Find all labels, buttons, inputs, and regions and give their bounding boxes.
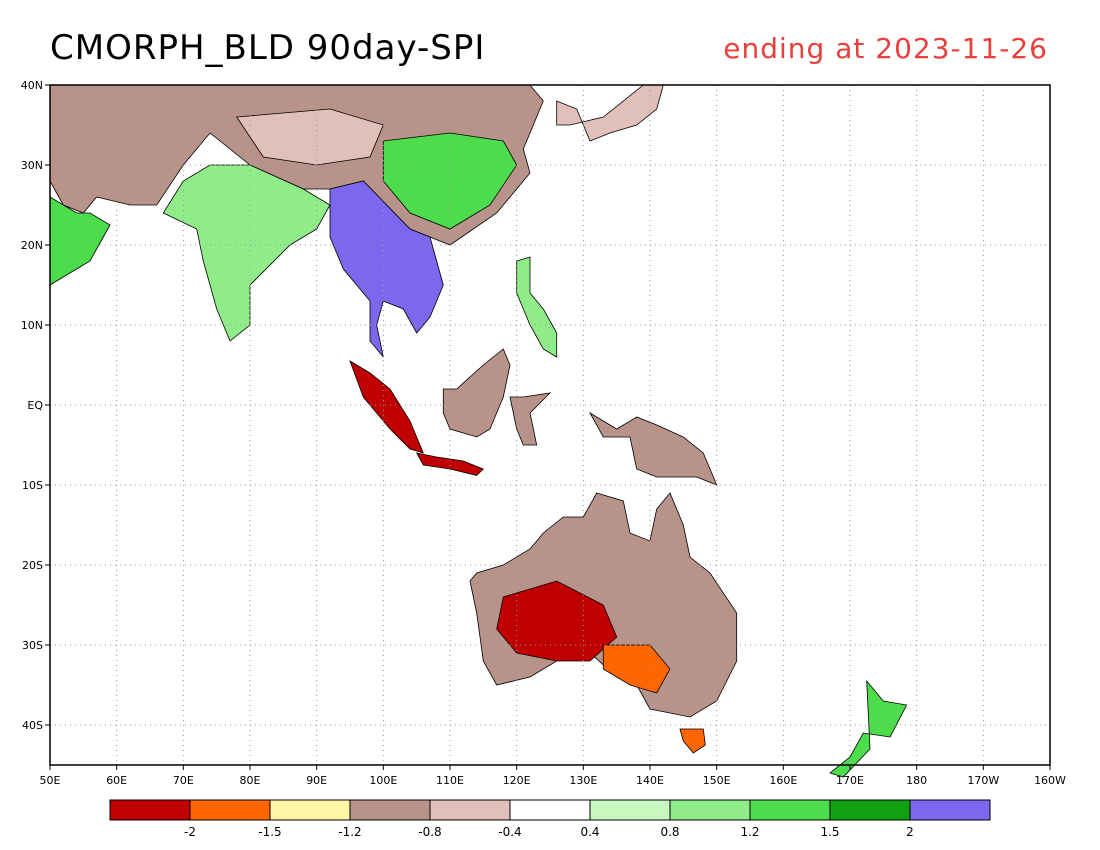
colorbar-bin <box>909 799 991 821</box>
lon-tick-label: 100E <box>369 774 397 787</box>
lon-tick-label: 170E <box>836 774 864 787</box>
lon-tick-label: 180 <box>906 774 927 787</box>
colorbar-label: -0.8 <box>418 825 441 839</box>
region-java <box>415 452 485 476</box>
colorbar-bin <box>189 799 271 821</box>
colorbar-label: 0.4 <box>580 825 599 839</box>
colorbar-label: -0.4 <box>498 825 521 839</box>
lon-tick-label: 130E <box>569 774 597 787</box>
colorbar-label: 0.8 <box>660 825 679 839</box>
colorbar-bin <box>109 799 191 821</box>
colorbar-bin <box>669 799 751 821</box>
lon-tick-label: 120E <box>503 774 531 787</box>
region-tibet-dry <box>235 108 384 166</box>
region-new-guinea <box>588 411 718 486</box>
colorbar-label: 2 <box>906 825 914 839</box>
colorbar: -2 -1.5 -1.2 -0.8 -0.4 0.4 0.8 1.2 1.5 2 <box>109 799 991 839</box>
region-sumatra <box>349 360 424 454</box>
region-borneo <box>442 348 511 438</box>
lat-tick-label: 40S <box>22 719 43 732</box>
lon-tick-label: 160E <box>769 774 797 787</box>
lon-tick-label: 110E <box>436 774 464 787</box>
lon-tick-label: 50E <box>40 774 61 787</box>
map-title: CMORPH_BLD 90day-SPI <box>50 28 486 68</box>
region-indochina <box>329 180 444 358</box>
axis-ticks: 50E 60E 70E 80E 90E 100E 110E 120E 130E 140E 150E 1… <box>21 79 1066 787</box>
region-australia-dry-core <box>496 580 618 662</box>
lon-tick-label: 60E <box>106 774 127 787</box>
colorbar-bin <box>829 799 911 821</box>
map-subtitle-date: ending at 2023-11-26 <box>723 32 1048 65</box>
lat-tick-label: 10N <box>21 319 43 332</box>
colorbar-bin <box>269 799 351 821</box>
region-new-zealand <box>829 679 908 778</box>
region-sulawesi <box>509 392 552 446</box>
lat-tick-label: 30N <box>21 159 43 172</box>
lon-tick-label: 80E <box>240 774 261 787</box>
region-japan-korea <box>556 84 664 142</box>
colorbar-label: 1.2 <box>740 825 759 839</box>
colorbar-bin <box>429 799 511 821</box>
land-regions <box>49 84 908 778</box>
graticule <box>50 85 1050 765</box>
colorbar-bin <box>349 799 431 821</box>
colorbar-label: 1.5 <box>820 825 839 839</box>
lat-tick-label: 10S <box>22 479 43 492</box>
colorbar-label: -2 <box>184 825 196 839</box>
lat-tick-label: EQ <box>27 399 43 412</box>
lon-tick-label: 140E <box>636 774 664 787</box>
map-frame <box>49 84 1051 766</box>
lat-tick-label: 20N <box>21 239 43 252</box>
lon-tick-label: 160W <box>1034 774 1066 787</box>
region-india <box>162 164 331 342</box>
lat-tick-label: 20S <box>22 559 43 572</box>
colorbar-label: -1.5 <box>258 825 281 839</box>
lat-tick-label: 30S <box>22 639 43 652</box>
colorbar-bin <box>509 799 591 821</box>
lon-tick-label: 150E <box>703 774 731 787</box>
colorbar-label: -1.2 <box>338 825 361 839</box>
colorbar-bin <box>749 799 831 821</box>
region-tasmania <box>679 728 706 754</box>
lon-tick-label: 170W <box>967 774 999 787</box>
region-arabia-edge <box>49 196 111 286</box>
colorbar-bin <box>589 799 671 821</box>
lon-tick-label: 70E <box>173 774 194 787</box>
region-philippines <box>516 256 558 358</box>
lat-tick-label: 40N <box>21 79 43 92</box>
lon-tick-label: 90E <box>306 774 327 787</box>
